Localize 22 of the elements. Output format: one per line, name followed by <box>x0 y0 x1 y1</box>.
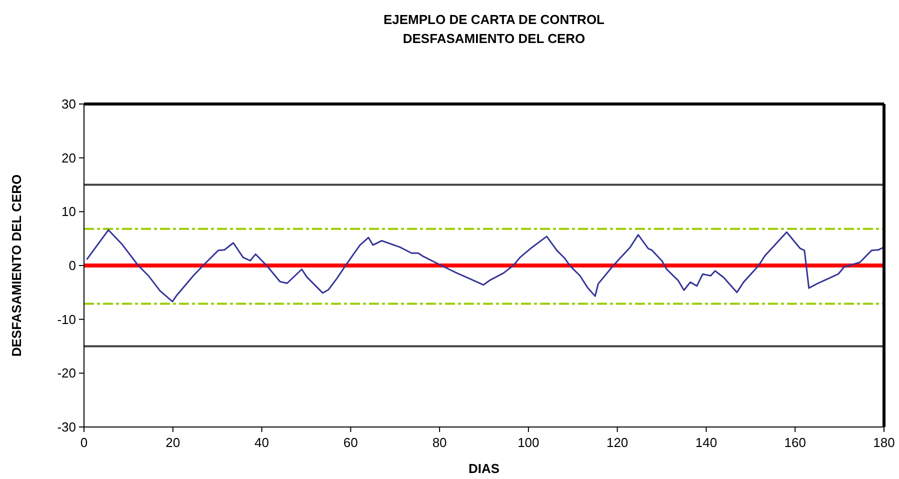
x-tick-label: 160 <box>784 435 806 450</box>
x-tick-label: 0 <box>80 435 88 450</box>
y-axis-title: DESFASAMIENTO DEL CERO <box>9 174 24 357</box>
chart-title: EJEMPLO DE CARTA DE CONTROL <box>383 12 605 27</box>
x-tick-label: 100 <box>518 435 540 450</box>
y-tick-label: 10 <box>62 204 76 220</box>
x-tick-label: 60 <box>343 435 358 450</box>
x-tick-label: 120 <box>606 435 628 450</box>
x-tick-label: 140 <box>695 435 718 450</box>
y-tick-label: 0 <box>68 258 76 274</box>
y-tick-label: -30 <box>57 420 76 435</box>
x-tick-label: 40 <box>254 435 270 450</box>
x-tick-label: 180 <box>873 435 895 450</box>
y-tick-label: -10 <box>57 312 76 327</box>
x-tick-label: 80 <box>432 435 447 450</box>
y-tick-label: 20 <box>62 150 76 166</box>
x-axis-title: DIAS <box>468 461 500 476</box>
y-tick-label: 30 <box>62 96 76 112</box>
chart-subtitle: DESFASAMIENTO DEL CERO <box>402 31 586 46</box>
line-series <box>86 229 885 302</box>
y-tick-label: -20 <box>57 366 76 381</box>
x-tick-label: 20 <box>166 435 180 450</box>
